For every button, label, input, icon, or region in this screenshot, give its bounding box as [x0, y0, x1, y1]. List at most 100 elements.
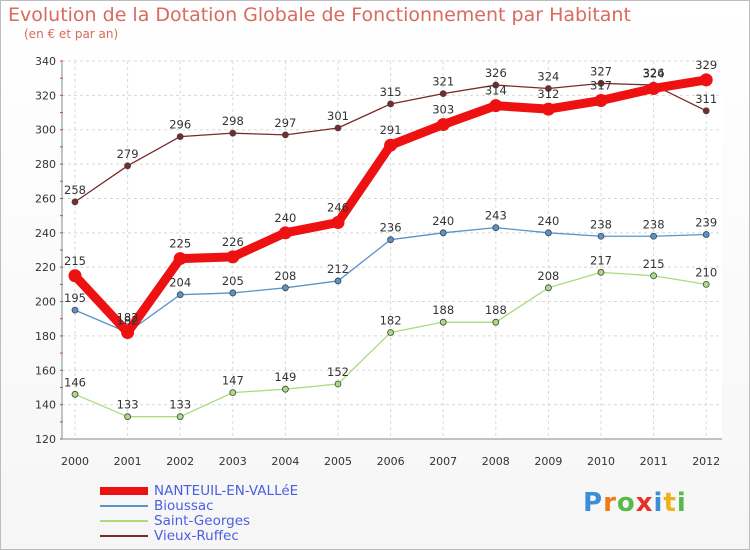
data-point [229, 129, 237, 137]
x-tick-label: 2003 [219, 455, 247, 468]
x-tick-label: 2011 [640, 455, 668, 468]
data-point [702, 280, 710, 288]
chart-subtitle: (en € et par an) [24, 27, 119, 41]
data-point [597, 268, 605, 276]
legend-swatch [100, 487, 148, 495]
data-point [226, 250, 240, 264]
legend-label: Bioussac [154, 498, 214, 514]
data-label: 204 [169, 276, 191, 290]
data-point [331, 216, 345, 230]
data-label: 238 [643, 217, 665, 231]
data-label: 182 [117, 313, 139, 327]
logo-letter: i [676, 488, 687, 518]
data-label: 215 [64, 254, 86, 268]
data-point [124, 162, 131, 170]
y-tick-label: 200 [35, 296, 56, 309]
data-label: 212 [327, 262, 349, 276]
data-label: 326 [643, 66, 665, 80]
y-tick-label: 160 [35, 364, 56, 377]
y-tick-label: 140 [35, 399, 56, 412]
data-label: 243 [485, 209, 507, 223]
legend-label: Vieux-Ruffec [154, 528, 239, 544]
data-label: 195 [64, 291, 86, 305]
data-label: 152 [327, 365, 349, 379]
data-label: 208 [537, 269, 559, 283]
data-point [173, 252, 187, 266]
data-label: 225 [169, 237, 191, 251]
data-point [541, 102, 555, 116]
logo-letter: i [653, 488, 664, 518]
data-label: 314 [485, 84, 507, 98]
data-point [492, 318, 500, 326]
data-label: 301 [327, 109, 349, 123]
y-tick-label: 120 [35, 433, 56, 446]
data-label: 303 [432, 103, 454, 117]
plot-area [62, 61, 722, 439]
data-point [699, 73, 713, 87]
data-label: 297 [274, 116, 296, 130]
data-point [545, 85, 552, 92]
legend-label: Saint-Georges [154, 513, 251, 529]
data-label: 311 [695, 92, 717, 106]
data-label: 226 [222, 235, 244, 249]
y-tick-label: 240 [35, 227, 56, 240]
data-point [124, 413, 131, 421]
x-tick-label: 2008 [482, 455, 510, 468]
data-point [597, 232, 605, 240]
data-point [597, 79, 605, 87]
data-label: 205 [222, 274, 244, 288]
data-point [387, 236, 395, 244]
data-point [702, 107, 710, 115]
data-label: 239 [695, 216, 717, 230]
data-label: 298 [222, 114, 244, 128]
data-label: 149 [274, 370, 296, 384]
logo-letter: x [635, 488, 654, 518]
data-label: 317 [590, 79, 612, 93]
x-tick-label: 2005 [324, 455, 352, 468]
data-point [176, 413, 184, 421]
y-tick-label: 300 [35, 124, 56, 137]
data-point [650, 232, 657, 240]
data-point [545, 284, 552, 292]
data-point [594, 94, 608, 108]
data-label: 240 [274, 211, 296, 225]
data-label: 146 [64, 375, 86, 389]
data-label: 217 [590, 253, 612, 267]
legend-item: Vieux-Ruffec [100, 528, 400, 544]
data-point [489, 99, 503, 113]
data-label: 188 [485, 303, 507, 317]
data-point [71, 306, 79, 314]
data-point [387, 329, 395, 336]
y-tick-label: 220 [35, 261, 56, 274]
data-label: 246 [327, 201, 349, 215]
x-tick-label: 2006 [377, 455, 405, 468]
logo-letter: t [663, 488, 677, 518]
legend-swatch [100, 520, 148, 522]
data-point [439, 318, 447, 326]
data-point [229, 289, 237, 297]
data-point [68, 269, 82, 283]
x-tick-label: 2010 [587, 455, 615, 468]
data-label: 240 [537, 214, 559, 228]
data-point [387, 100, 395, 108]
data-point [176, 133, 184, 141]
data-label: 238 [590, 217, 612, 231]
legend-item: Saint-Georges [100, 513, 400, 529]
x-tick-label: 2007 [429, 455, 457, 468]
data-point [334, 380, 342, 388]
x-tick-label: 2002 [166, 455, 194, 468]
data-label: 291 [380, 123, 402, 137]
data-point [334, 124, 342, 132]
logo-letter: r [603, 488, 617, 518]
data-label: 215 [643, 257, 665, 271]
y-tick-label: 280 [35, 158, 56, 171]
data-label: 182 [380, 313, 402, 327]
data-label: 326 [485, 66, 507, 80]
data-label: 208 [274, 269, 296, 283]
data-label: 324 [537, 69, 559, 83]
proxiti-logo: Proxiti [583, 488, 687, 518]
data-label: 147 [222, 374, 244, 388]
data-label: 133 [117, 398, 139, 412]
data-point [281, 284, 289, 292]
legend-item: Bioussac [100, 498, 400, 514]
